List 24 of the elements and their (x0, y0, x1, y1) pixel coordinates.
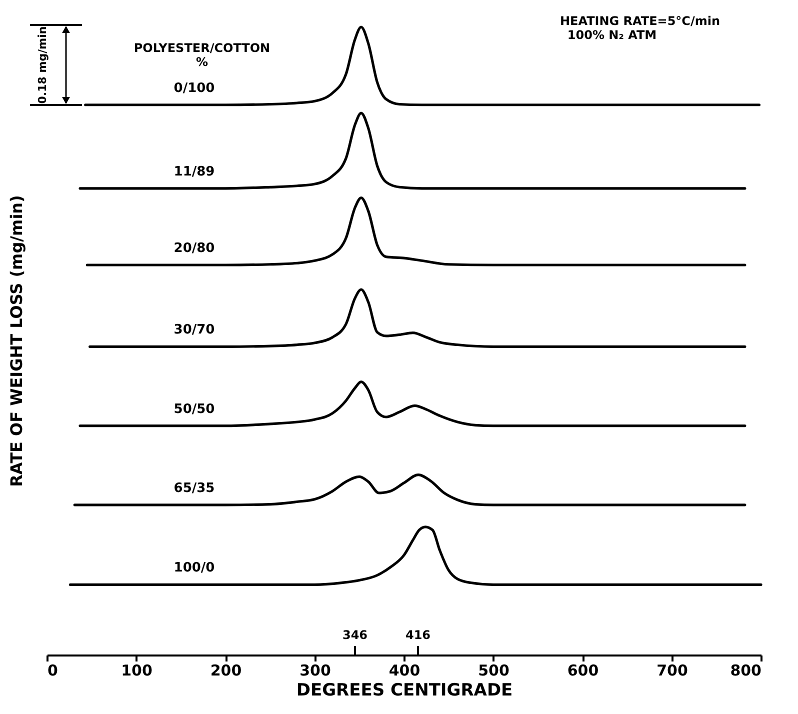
x-tick-label: 800 (730, 662, 762, 680)
legend-title: POLYESTER/COTTON % (134, 41, 270, 69)
series-label: 50/50 (174, 402, 215, 417)
series-label: 0/100 (174, 80, 215, 96)
x-axis-title: DEGREES CENTIGRADE (296, 680, 513, 700)
y-axis-title: RATE OF WEIGHT LOSS (mg/min) (7, 195, 26, 487)
series-label: 100/0 (174, 560, 215, 576)
x-tick-label: 600 (567, 662, 599, 680)
x-tick-label: 300 (300, 662, 331, 680)
series-label: 11/89 (174, 164, 215, 180)
x-tick-label: 700 (656, 662, 688, 680)
annotation: 416 (405, 628, 431, 642)
annotation: 0.18 mg/min (36, 26, 49, 104)
annotation: 346 (342, 628, 368, 642)
x-tick-label: 100 (121, 662, 152, 680)
annotation: HEATING RATE=5°C/min (560, 14, 720, 28)
x-tick-label: 0 (48, 662, 58, 680)
x-tick-label: 200 (210, 662, 242, 680)
annotation: 100% N₂ ATM (567, 28, 657, 42)
series-label: 30/70 (174, 322, 215, 338)
x-tick-label: 400 (388, 662, 420, 680)
series-label: 20/80 (174, 241, 215, 256)
series-label: 65/35 (174, 480, 215, 496)
x-tick-label: 500 (478, 662, 510, 680)
